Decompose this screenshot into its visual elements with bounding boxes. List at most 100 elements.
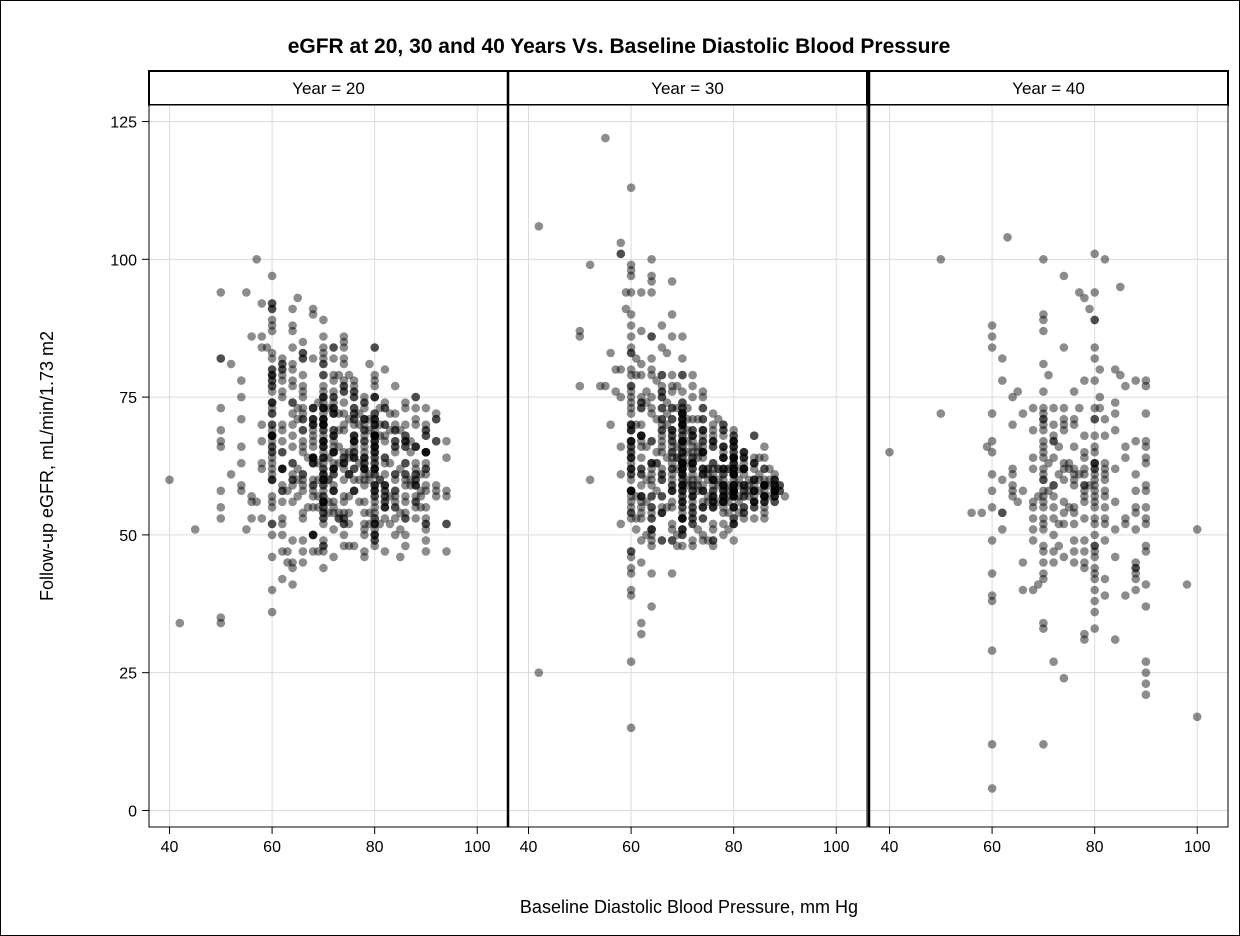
data-point bbox=[237, 376, 246, 385]
data-point bbox=[339, 447, 349, 457]
data-point bbox=[760, 481, 769, 490]
data-point bbox=[683, 475, 692, 485]
data-point bbox=[411, 442, 421, 452]
data-point bbox=[288, 536, 297, 545]
data-point bbox=[760, 481, 769, 490]
data-point bbox=[298, 337, 308, 347]
data-point bbox=[267, 453, 277, 463]
data-point bbox=[729, 481, 738, 490]
data-point bbox=[719, 470, 728, 479]
data-point bbox=[237, 442, 246, 452]
data-point bbox=[319, 414, 328, 424]
data-point bbox=[708, 503, 718, 512]
data-point bbox=[647, 458, 656, 468]
data-point bbox=[678, 436, 687, 446]
data-point bbox=[390, 497, 400, 507]
data-point bbox=[719, 425, 728, 435]
data-point bbox=[760, 481, 769, 490]
data-point bbox=[987, 646, 997, 655]
data-point bbox=[421, 447, 431, 457]
data-point bbox=[708, 486, 718, 496]
data-point bbox=[729, 514, 738, 523]
data-point bbox=[401, 514, 410, 523]
data-point bbox=[216, 486, 226, 496]
data-point bbox=[1131, 470, 1140, 479]
data-point bbox=[308, 530, 318, 540]
data-point bbox=[770, 486, 779, 496]
data-point bbox=[349, 403, 359, 413]
data-point bbox=[401, 475, 410, 485]
data-point bbox=[688, 492, 697, 501]
data-point bbox=[626, 271, 636, 281]
data-point bbox=[288, 431, 297, 441]
data-point bbox=[1141, 409, 1151, 418]
data-point bbox=[267, 299, 277, 308]
data-point bbox=[714, 497, 723, 507]
data-point bbox=[303, 503, 313, 512]
data-point bbox=[647, 409, 656, 418]
data-point bbox=[977, 508, 987, 518]
data-point bbox=[760, 492, 769, 501]
data-point bbox=[678, 354, 687, 363]
data-point bbox=[1090, 249, 1099, 259]
data-point bbox=[319, 436, 328, 446]
data-point bbox=[729, 453, 738, 463]
data-point bbox=[1039, 315, 1048, 325]
data-point bbox=[401, 431, 410, 441]
data-point bbox=[370, 530, 380, 540]
data-point bbox=[729, 486, 738, 496]
data-point bbox=[667, 481, 677, 490]
data-point bbox=[621, 304, 631, 314]
data-point bbox=[657, 475, 667, 485]
data-point bbox=[267, 447, 277, 457]
data-point bbox=[421, 425, 431, 435]
data-point bbox=[226, 359, 236, 369]
data-point bbox=[688, 464, 697, 474]
data-point bbox=[698, 431, 708, 441]
data-point bbox=[626, 486, 636, 496]
x-tick-label: 80 bbox=[366, 839, 384, 856]
data-point bbox=[739, 447, 749, 457]
data-point bbox=[657, 381, 667, 391]
data-points bbox=[534, 133, 790, 733]
data-point bbox=[749, 481, 759, 490]
data-point bbox=[1131, 563, 1140, 573]
data-point bbox=[308, 442, 318, 452]
data-point bbox=[647, 332, 656, 341]
data-point bbox=[411, 464, 421, 474]
data-point bbox=[729, 425, 738, 435]
data-point bbox=[1131, 574, 1140, 584]
data-point bbox=[678, 514, 687, 523]
data-point bbox=[596, 381, 605, 391]
data-point bbox=[657, 392, 667, 402]
data-point bbox=[339, 530, 349, 540]
data-point bbox=[626, 392, 636, 402]
data-point bbox=[749, 431, 759, 441]
data-point bbox=[319, 343, 328, 352]
plot-area bbox=[508, 105, 867, 827]
data-point bbox=[1141, 503, 1151, 512]
data-point bbox=[678, 370, 687, 380]
data-point bbox=[626, 453, 636, 463]
data-point bbox=[770, 481, 779, 490]
data-point bbox=[421, 458, 431, 468]
data-point bbox=[647, 436, 656, 446]
data-point bbox=[298, 442, 308, 452]
data-point bbox=[678, 508, 687, 518]
data-point bbox=[370, 508, 380, 518]
data-point bbox=[678, 464, 687, 474]
data-point bbox=[621, 288, 631, 297]
data-point bbox=[308, 453, 318, 463]
data-point bbox=[370, 431, 380, 441]
data-point bbox=[1008, 420, 1017, 430]
data-point bbox=[744, 481, 754, 490]
data-point bbox=[688, 370, 697, 380]
data-point bbox=[626, 436, 636, 446]
data-point bbox=[278, 365, 287, 374]
data-point bbox=[1080, 486, 1089, 496]
data-point bbox=[1039, 475, 1048, 485]
data-point bbox=[698, 447, 708, 457]
data-point bbox=[678, 470, 687, 479]
data-point bbox=[744, 475, 754, 485]
